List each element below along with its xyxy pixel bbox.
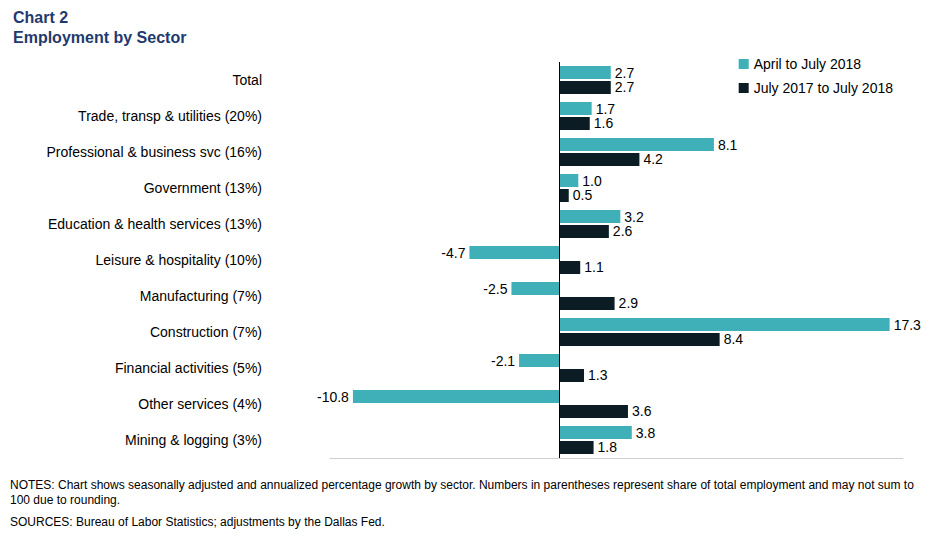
svg-text:1.6: 1.6 — [594, 115, 614, 131]
svg-text:Mining & logging (3%): Mining & logging (3%) — [125, 432, 262, 448]
svg-text:8.4: 8.4 — [724, 331, 744, 347]
svg-text:Construction (7%): Construction (7%) — [150, 324, 262, 340]
svg-text:Professional & business svc (1: Professional & business svc (16%) — [46, 144, 262, 160]
svg-text:Trade, transp & utilities (20%: Trade, transp & utilities (20%) — [78, 108, 262, 124]
svg-text:-2.1: -2.1 — [491, 353, 515, 369]
svg-text:Education & health services (1: Education & health services (13%) — [48, 216, 262, 232]
svg-text:1.1: 1.1 — [584, 259, 604, 275]
svg-text:1.3: 1.3 — [588, 367, 608, 383]
svg-text:2.6: 2.6 — [613, 223, 633, 239]
svg-text:Other services (4%): Other services (4%) — [138, 396, 262, 412]
svg-text:Financial activities (5%): Financial activities (5%) — [115, 360, 262, 376]
svg-text:Chart 2: Chart 2 — [13, 9, 68, 26]
svg-text:April to July 2018: April to July 2018 — [754, 56, 862, 72]
svg-text:Employment by Sector: Employment by Sector — [13, 29, 186, 46]
svg-text:100 due to rounding.: 100 due to rounding. — [10, 493, 120, 507]
svg-text:-2.5: -2.5 — [483, 281, 507, 297]
svg-text:Total: Total — [232, 72, 262, 88]
svg-text:1.0: 1.0 — [582, 173, 602, 189]
svg-text:17.3: 17.3 — [894, 317, 921, 333]
svg-text:Government (13%): Government (13%) — [144, 180, 262, 196]
svg-text:1.8: 1.8 — [598, 439, 618, 455]
svg-text:0.5: 0.5 — [573, 187, 593, 203]
svg-text:July 2017 to July 2018: July 2017 to July 2018 — [754, 80, 894, 96]
svg-text:3.6: 3.6 — [632, 403, 652, 419]
svg-text:Manufacturing (7%): Manufacturing (7%) — [140, 288, 262, 304]
svg-text:1.7: 1.7 — [596, 101, 616, 117]
svg-text:3.2: 3.2 — [624, 209, 644, 225]
svg-text:-10.8: -10.8 — [317, 389, 349, 405]
svg-text:2.7: 2.7 — [615, 65, 635, 81]
svg-text:3.8: 3.8 — [636, 425, 656, 441]
svg-text:SOURCES: Bureau of Labor Stati: SOURCES: Bureau of Labor Statistics; adj… — [10, 515, 385, 529]
svg-text:2.9: 2.9 — [619, 295, 639, 311]
svg-text:Leisure & hospitality (10%): Leisure & hospitality (10%) — [95, 252, 262, 268]
svg-text:8.1: 8.1 — [718, 137, 738, 153]
svg-text:4.2: 4.2 — [643, 151, 663, 167]
svg-text:NOTES: Chart shows seasonally: NOTES: Chart shows seasonally adjusted a… — [10, 478, 917, 492]
svg-text:-4.7: -4.7 — [441, 245, 465, 261]
svg-text:2.7: 2.7 — [615, 79, 635, 95]
